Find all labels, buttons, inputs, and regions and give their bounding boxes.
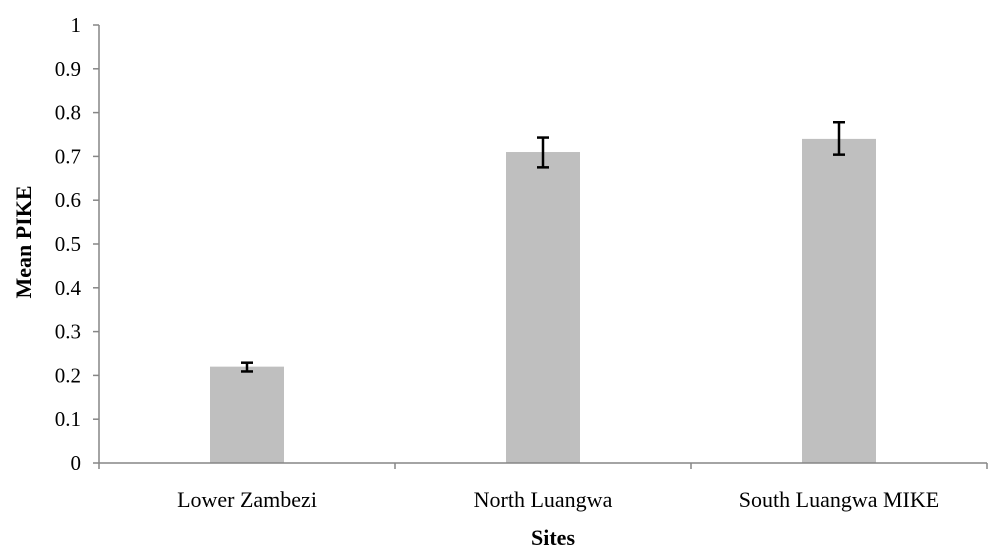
y-tick-label: 0.5 [55, 232, 81, 256]
y-tick-label: 0.3 [55, 320, 81, 344]
y-tick-label: 0.8 [55, 101, 81, 125]
y-tick-label: 0 [71, 451, 82, 475]
y-tick-label: 0.9 [55, 57, 81, 81]
y-tick-label: 0.7 [55, 144, 81, 168]
y-tick-label: 0.4 [55, 276, 82, 300]
labels-layer: Lower Zambezi North Luangwa South Luangwa … [55, 13, 939, 512]
y-tick-label: 0.6 [55, 188, 81, 212]
bars-layer [210, 138, 876, 463]
error-bar-1 [537, 136, 549, 169]
bar-1 [506, 152, 580, 463]
y-axis-title: Mean PIKE [11, 185, 36, 298]
error-bar-0 [241, 361, 253, 373]
error-bars-layer [241, 120, 845, 373]
x-tick-label: South Luangwa MIKE [739, 487, 939, 512]
x-tick-label: Lower Zambezi [177, 487, 317, 512]
y-tick-label: 0.2 [55, 363, 81, 387]
axes-layer [93, 24, 988, 469]
bar-0 [210, 366, 284, 463]
x-axis-title: Sites [531, 525, 575, 550]
y-tick-label: 0.1 [55, 407, 81, 431]
error-bar-2 [833, 120, 845, 156]
y-tick-label: 1 [71, 13, 82, 37]
bar-2 [802, 138, 876, 463]
x-tick-label: North Luangwa [474, 487, 613, 512]
